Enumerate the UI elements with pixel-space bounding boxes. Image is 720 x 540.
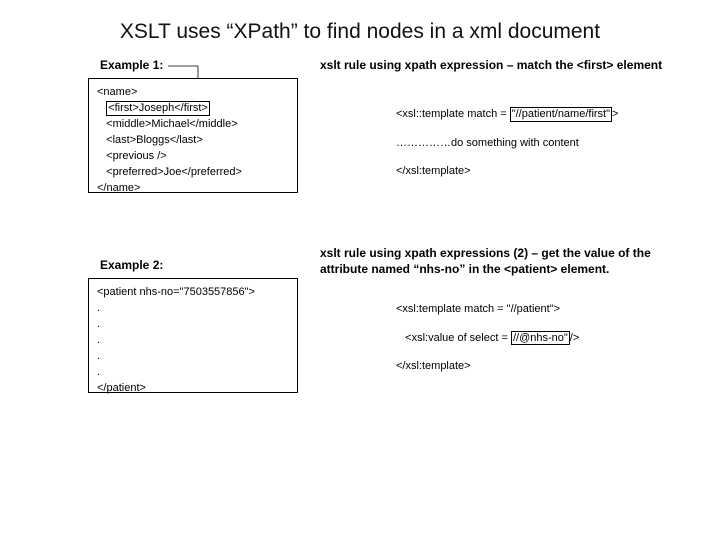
- xslt-line: <xsl:value of select = //@nhs-no"/>: [396, 329, 579, 348]
- xml-line: <last>Bloggs</last>: [97, 133, 289, 149]
- xslt-line: <xsl::template match = "//patient/name/f…: [396, 105, 618, 124]
- example2-xslt-code: <xsl:template match = "//patient"> <xsl:…: [396, 300, 579, 376]
- spacer: [396, 152, 618, 162]
- code-text: >: [612, 108, 618, 120]
- xml-line: </patient>: [97, 381, 289, 397]
- xml-line: <preferred>Joe</preferred>: [97, 165, 289, 181]
- xml-line: <patient nhs-no="7503557856">: [97, 285, 289, 301]
- xml-line: <previous />: [97, 149, 289, 165]
- xslt-line: </xsl:template>: [396, 162, 618, 181]
- xml-line: <first>Joseph</first>: [97, 101, 289, 117]
- spacer: [396, 319, 579, 329]
- xml-line: .: [97, 365, 289, 381]
- spacer: [396, 124, 618, 134]
- code-text: <xsl:value of select =: [396, 332, 511, 344]
- xml-line: <name>: [97, 85, 289, 101]
- xml-line: .: [97, 317, 289, 333]
- xslt-line: <xsl:template match = "//patient">: [396, 300, 579, 319]
- spacer: [396, 347, 579, 357]
- xml-line: <middle>Michael</middle>: [97, 117, 289, 133]
- xslt-line: </xsl:template>: [396, 357, 579, 376]
- code-text: />: [570, 332, 579, 344]
- example1-xslt-code: <xsl::template match = "//patient/name/f…: [396, 105, 618, 181]
- slide-title: XSLT uses “XPath” to find nodes in a xml…: [0, 20, 720, 44]
- xml-line: .: [97, 333, 289, 349]
- example1-rule-label: xslt rule using xpath expression – match…: [320, 58, 662, 72]
- xml-line: </name>: [97, 181, 289, 197]
- xslt-line: ……………do something with content: [396, 134, 618, 153]
- example2-xml-box: <patient nhs-no="7503557856"> . . . . . …: [88, 278, 298, 393]
- xml-line: .: [97, 349, 289, 365]
- indent: [97, 102, 106, 114]
- example1-label: Example 1:: [100, 58, 163, 72]
- example2-rule-label: xslt rule using xpath expressions (2) – …: [320, 245, 700, 277]
- highlight-xpath-select: //@nhs-no": [511, 331, 570, 346]
- example1-xml-box: <name> <first>Joseph</first> <middle>Mic…: [88, 78, 298, 193]
- highlight-xpath-match: "//patient/name/first": [510, 107, 612, 122]
- highlight-first-element: <first>Joseph</first>: [106, 101, 210, 116]
- code-text: <xsl::template match =: [396, 108, 510, 120]
- xml-line: .: [97, 301, 289, 317]
- example2-label: Example 2:: [100, 258, 163, 272]
